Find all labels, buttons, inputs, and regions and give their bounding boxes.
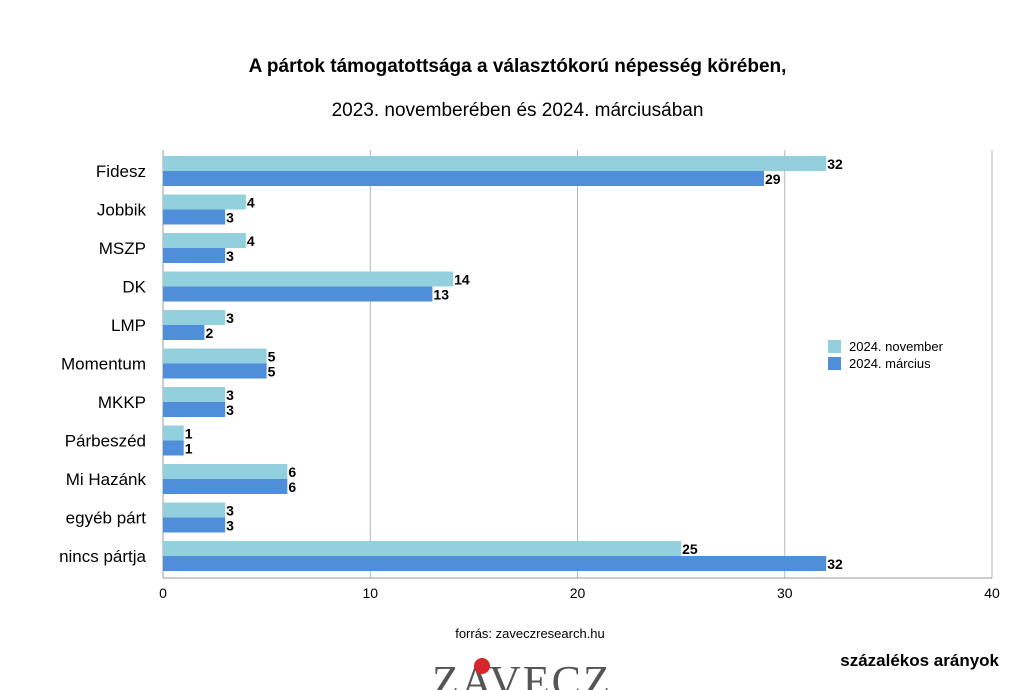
bar [163, 464, 288, 479]
legend-swatch [828, 357, 841, 370]
data-label: 32 [827, 556, 843, 572]
data-label: 3 [226, 310, 234, 326]
bar [163, 348, 267, 364]
zavecz-logo: ZAVECZ [432, 657, 612, 690]
bar [163, 541, 682, 556]
data-label: 13 [433, 287, 449, 303]
bar [163, 156, 827, 171]
bar [163, 479, 288, 494]
bar [163, 440, 184, 456]
data-label: 5 [268, 364, 276, 380]
data-label: 1 [185, 426, 193, 442]
legend-swatch [828, 340, 841, 353]
data-label: 3 [226, 518, 234, 534]
bar [163, 194, 246, 210]
category-label: MSZP [99, 239, 146, 258]
legend-label: 2024. november [849, 339, 944, 354]
bar [163, 233, 246, 248]
unit-label: százalékos arányok [840, 651, 999, 670]
bar [163, 402, 226, 417]
bar [163, 209, 226, 225]
bar [163, 325, 205, 340]
bar [163, 248, 226, 263]
x-tick-label: 10 [362, 585, 378, 601]
data-label: 32 [827, 156, 843, 172]
data-label: 25 [682, 541, 698, 557]
category-label: Fidesz [96, 162, 146, 181]
data-label: 3 [226, 387, 234, 403]
data-label: 3 [226, 402, 234, 418]
category-label: MKKP [98, 393, 146, 412]
bar [163, 171, 765, 186]
chart-title: A pártok támogatottsága a választókorú n… [248, 56, 787, 77]
x-tick-label: 0 [159, 585, 167, 601]
data-label: 2 [205, 325, 213, 341]
source-text: forrás: zaveczresearch.hu [455, 626, 605, 641]
bar [163, 502, 226, 518]
bar [163, 387, 226, 402]
bar [163, 517, 226, 533]
data-label: 4 [247, 195, 255, 211]
category-label: Jobbik [97, 201, 147, 220]
bar [163, 271, 454, 287]
data-label: 6 [288, 464, 296, 480]
bar [163, 556, 827, 571]
category-label: LMP [111, 316, 146, 335]
category-label: egyéb párt [66, 509, 147, 528]
legend-label: 2024. március [849, 356, 931, 371]
data-label: 6 [288, 479, 296, 495]
category-label: DK [122, 278, 146, 297]
data-label: 4 [247, 233, 255, 249]
category-label: Párbeszéd [65, 432, 146, 451]
data-label: 3 [226, 503, 234, 519]
category-label: Momentum [61, 355, 146, 374]
category-label: nincs pártja [59, 547, 146, 566]
bar [163, 310, 226, 325]
data-label: 1 [185, 441, 193, 457]
chart-subtitle: 2023. novemberében és 2024. márciusában [331, 100, 704, 121]
data-label: 14 [454, 272, 470, 288]
x-tick-label: 20 [570, 585, 586, 601]
x-tick-label: 40 [984, 585, 1000, 601]
category-label: Mi Hazánk [66, 470, 147, 489]
data-label: 29 [765, 171, 781, 187]
data-label: 5 [268, 349, 276, 365]
data-label: 3 [226, 210, 234, 226]
bar [163, 425, 184, 441]
data-label: 3 [226, 248, 234, 264]
bar [163, 363, 267, 379]
bar [163, 286, 433, 302]
x-tick-label: 30 [777, 585, 793, 601]
